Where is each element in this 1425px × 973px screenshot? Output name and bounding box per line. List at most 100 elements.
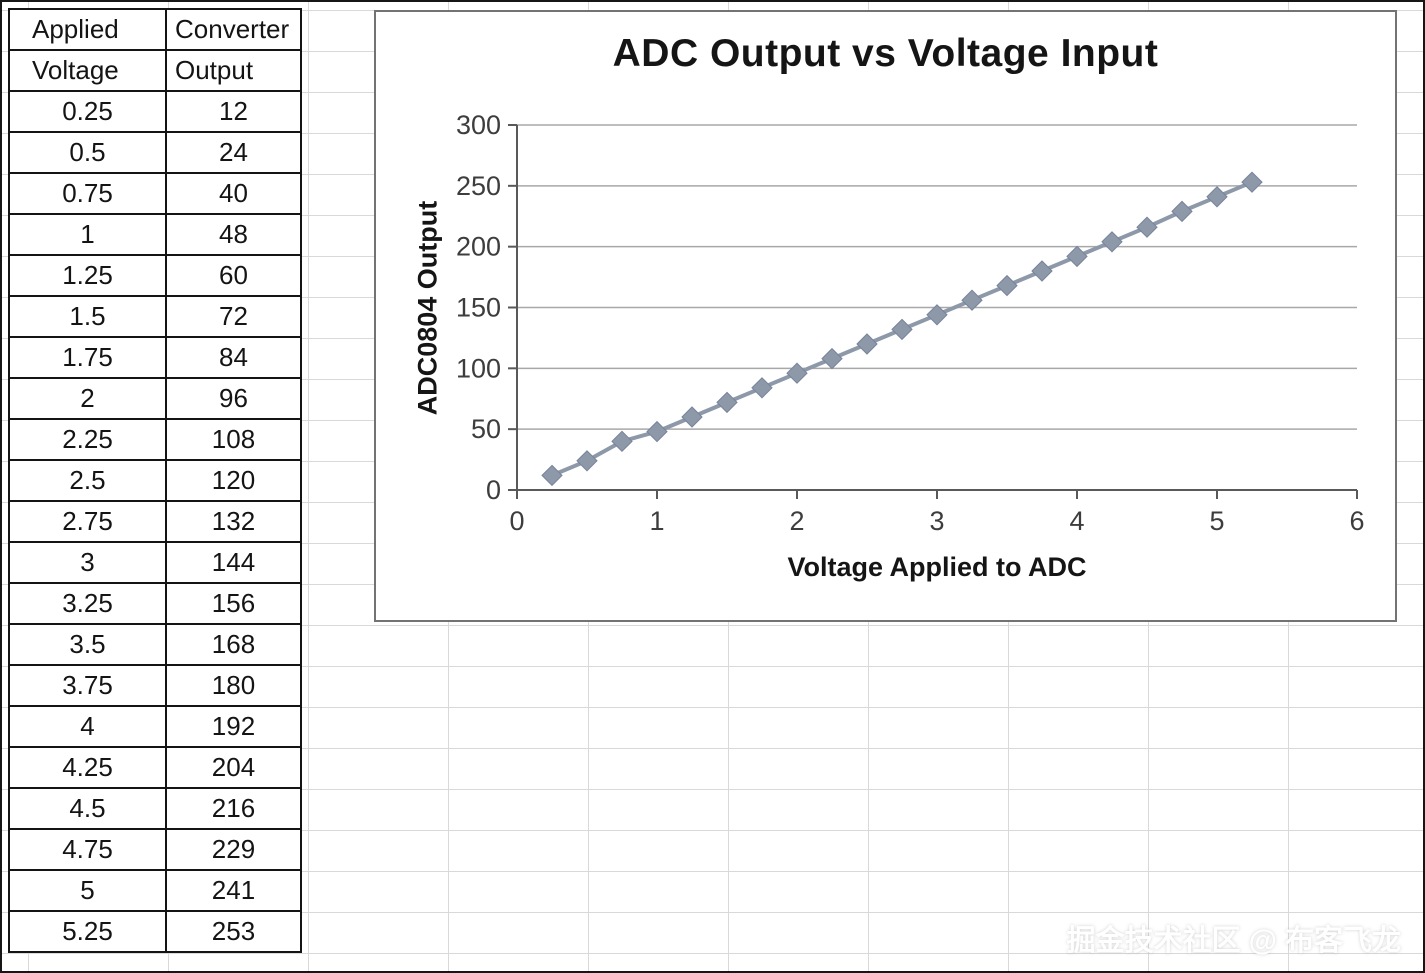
data-point-marker: [541, 464, 563, 487]
table-row: 3.25 156: [10, 584, 302, 625]
y-tick-label: 300: [456, 110, 501, 140]
table-row: 3.5 168: [10, 625, 302, 666]
cell-applied-voltage[interactable]: 1.25: [10, 256, 167, 297]
cell-converter-output[interactable]: 120: [167, 461, 302, 502]
cell-applied-voltage[interactable]: 2.75: [10, 502, 167, 543]
table-row: 4 192: [10, 707, 302, 748]
cell-applied-voltage[interactable]: 5: [10, 871, 167, 912]
cell-converter-output[interactable]: 180: [167, 666, 302, 707]
data-table: Applied Converter Voltage Output 0.25 12 0…: [8, 8, 302, 953]
cell-applied-voltage[interactable]: 0.25: [10, 92, 167, 133]
cell-applied-voltage[interactable]: 2.25: [10, 420, 167, 461]
cell-applied-voltage[interactable]: 3: [10, 543, 167, 584]
y-tick-label: 200: [456, 232, 501, 262]
x-tick-labels: 0 1 2 3 4 5 6: [509, 490, 1365, 536]
table-row: 2.25 108: [10, 420, 302, 461]
y-tick-labels: 0 50 100 150 200 250 300: [456, 110, 501, 505]
cell-converter-output[interactable]: 96: [167, 379, 302, 420]
cell-converter-output[interactable]: 72: [167, 297, 302, 338]
x-tick-label: 6: [1349, 506, 1364, 536]
y-tick-label: 150: [456, 293, 501, 323]
cell-applied-voltage[interactable]: 1.5: [10, 297, 167, 338]
header-converter[interactable]: Converter: [167, 10, 302, 51]
table-row: 4.75 229: [10, 830, 302, 871]
watermark-text: 掘金技术社区 @ 布客飞龙: [1066, 925, 1401, 957]
cell-applied-voltage[interactable]: 4.5: [10, 789, 167, 830]
x-tick-label: 4: [1069, 506, 1084, 536]
table-row: 4.5 216: [10, 789, 302, 830]
gridlines: [508, 124, 1357, 491]
data-point-marker: [1171, 200, 1193, 223]
data-point-marker: [681, 406, 703, 428]
cell-applied-voltage[interactable]: 4.25: [10, 748, 167, 789]
cell-converter-output[interactable]: 144: [167, 543, 302, 584]
series-markers: [541, 171, 1263, 487]
cell-converter-output[interactable]: 204: [167, 748, 302, 789]
data-point-marker: [786, 362, 808, 384]
cell-converter-output[interactable]: 253: [167, 912, 302, 953]
data-point-marker: [996, 274, 1018, 297]
cell-converter-output[interactable]: 192: [167, 707, 302, 748]
x-tick-label: 5: [1209, 506, 1224, 536]
y-tick-label: 50: [471, 414, 501, 444]
cell-applied-voltage[interactable]: 2.5: [10, 461, 167, 502]
table-row: 1.75 84: [10, 338, 302, 379]
table-body: 0.25 12 0.5 24 0.75 40 1 48 1.25 60 1.5 72 1.75 84 2 96…: [10, 92, 302, 953]
data-point-marker: [1031, 260, 1053, 282]
data-point-marker: [751, 377, 773, 399]
table-row: 1.5 72: [10, 297, 302, 338]
cell-converter-output[interactable]: 108: [167, 420, 302, 461]
table-row: 2.5 120: [10, 461, 302, 502]
y-tick-label: 0: [486, 475, 501, 505]
axes: [516, 125, 1357, 491]
cell-converter-output[interactable]: 24: [167, 133, 302, 174]
cell-applied-voltage[interactable]: 1: [10, 215, 167, 256]
table-row: 1.25 60: [10, 256, 302, 297]
x-tick-label: 0: [509, 506, 524, 536]
cell-applied-voltage[interactable]: 4: [10, 707, 167, 748]
table-row: 5.25 253: [10, 912, 302, 953]
cell-applied-voltage[interactable]: 3.75: [10, 666, 167, 707]
data-point-marker: [646, 420, 668, 443]
cell-converter-output[interactable]: 84: [167, 338, 302, 379]
data-point-marker: [1206, 186, 1228, 208]
chart-plot-area: 0 50 100 150 200 250 300 0 1 2 3 4 5 6: [456, 110, 1365, 536]
table-header-row-1: Applied Converter: [10, 10, 302, 51]
y-tick-label: 250: [456, 171, 501, 201]
cell-converter-output[interactable]: 60: [167, 256, 302, 297]
cell-applied-voltage[interactable]: 5.25: [10, 912, 167, 953]
data-point-marker: [1136, 216, 1158, 238]
header-applied[interactable]: Applied: [10, 10, 167, 51]
x-axis-title: Voltage Applied to ADC: [787, 552, 1087, 582]
table-row: 1 48: [10, 215, 302, 256]
adc-chart[interactable]: ADC Output vs Voltage Input ADC0804 Outp…: [374, 10, 1397, 622]
cell-converter-output[interactable]: 229: [167, 830, 302, 871]
cell-converter-output[interactable]: 241: [167, 871, 302, 912]
data-point-marker: [576, 450, 598, 472]
header-voltage[interactable]: Voltage: [10, 51, 167, 92]
data-point-marker: [1101, 231, 1123, 253]
cell-converter-output[interactable]: 48: [167, 215, 302, 256]
cell-applied-voltage[interactable]: 3.5: [10, 625, 167, 666]
cell-converter-output[interactable]: 168: [167, 625, 302, 666]
x-tick-label: 1: [649, 506, 664, 536]
cell-converter-output[interactable]: 12: [167, 92, 302, 133]
cell-applied-voltage[interactable]: 1.75: [10, 338, 167, 379]
cell-applied-voltage[interactable]: 3.25: [10, 584, 167, 625]
cell-converter-output[interactable]: 132: [167, 502, 302, 543]
cell-applied-voltage[interactable]: 4.75: [10, 830, 167, 871]
y-tick-label: 100: [456, 353, 501, 383]
table-row: 0.25 12: [10, 92, 302, 133]
data-point-marker: [716, 391, 738, 414]
table-row: 3 144: [10, 543, 302, 584]
data-point-marker: [961, 289, 983, 311]
cell-converter-output[interactable]: 216: [167, 789, 302, 830]
cell-converter-output[interactable]: 156: [167, 584, 302, 625]
cell-converter-output[interactable]: 40: [167, 174, 302, 215]
cell-applied-voltage[interactable]: 0.75: [10, 174, 167, 215]
data-point-marker: [1066, 245, 1088, 268]
table-header-row-2: Voltage Output: [10, 51, 302, 92]
header-output[interactable]: Output: [167, 51, 302, 92]
cell-applied-voltage[interactable]: 2: [10, 379, 167, 420]
cell-applied-voltage[interactable]: 0.5: [10, 133, 167, 174]
